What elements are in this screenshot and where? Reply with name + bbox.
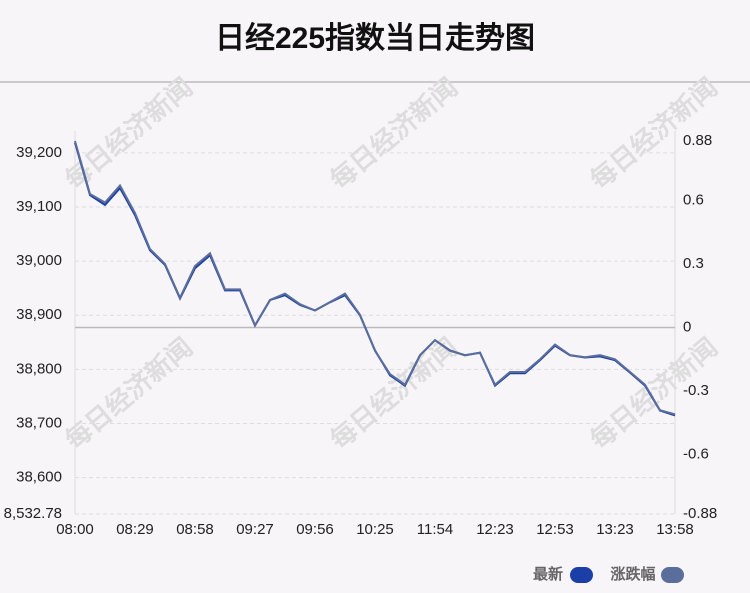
y2-tick-label: -0.88: [683, 505, 717, 522]
y-tick-label: 38,600: [16, 469, 62, 486]
x-tick-label: 12:53: [536, 521, 574, 538]
y2-tick-label: 0: [683, 318, 691, 335]
x-tick-label: 08:58: [176, 521, 214, 538]
y-tick-label: 8,532.78: [4, 505, 62, 522]
legend-label: 涨跌幅: [610, 565, 655, 583]
x-tick-label: 09:27: [236, 521, 274, 538]
y-tick-label: 38,700: [16, 414, 62, 431]
legend-label: 最新: [533, 565, 563, 583]
y2-tick-label: 0.88: [683, 132, 712, 149]
x-tick-label: 11:54: [417, 521, 453, 538]
y2-tick-label: -0.6: [683, 446, 709, 463]
x-tick-label: 09:56: [296, 521, 334, 538]
y-tick-label: 39,200: [16, 144, 62, 161]
x-tick-label: 10:25: [356, 521, 394, 538]
chart-title: 日经225指数当日走势图: [215, 21, 535, 55]
y2-tick-label: -0.3: [683, 382, 709, 399]
x-tick-label: 08:29: [116, 521, 154, 538]
x-tick-label: 13:23: [596, 521, 634, 538]
legend-swatch: [661, 567, 684, 583]
y-tick-label: 38,800: [16, 360, 62, 377]
line-series: [74, 140, 676, 416]
y2-tick-label: 0.3: [683, 255, 704, 272]
y2-tick-label: 0.6: [683, 191, 704, 208]
y-tick-label: 39,000: [16, 252, 62, 269]
x-tick-label: 13:58: [656, 521, 694, 538]
legend-swatch: [570, 567, 593, 583]
x-tick-label: 12:23: [476, 521, 514, 538]
x-tick-label: 08:00: [56, 521, 94, 538]
y-tick-label: 39,100: [16, 198, 62, 215]
y-tick-label: 38,900: [16, 306, 62, 323]
